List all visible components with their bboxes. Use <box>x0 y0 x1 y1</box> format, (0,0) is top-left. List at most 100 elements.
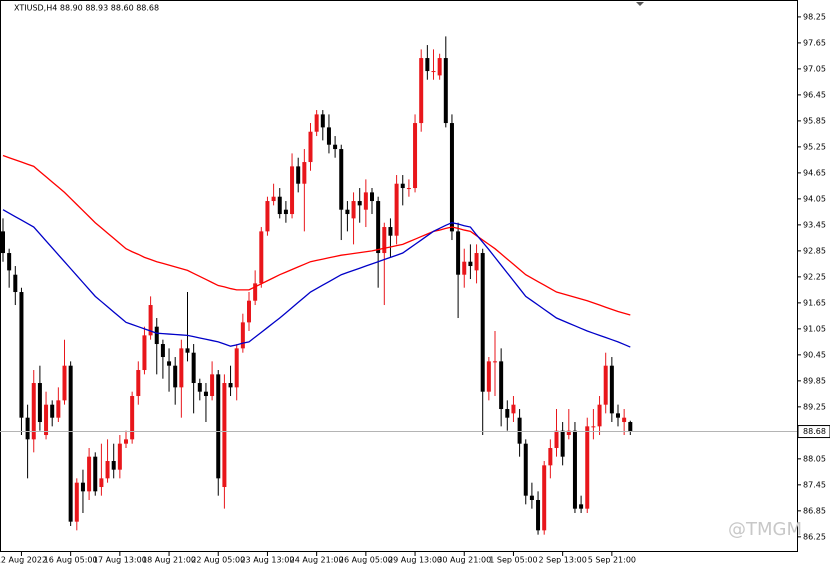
x-tick-label: 29 Aug 13:00 <box>388 556 442 565</box>
candle-body <box>579 504 584 509</box>
candle-body <box>480 253 485 392</box>
candle-body <box>529 495 534 501</box>
candle-body <box>548 448 553 466</box>
candle-body <box>228 383 233 388</box>
candle-body <box>44 404 49 436</box>
candle-body <box>493 361 497 363</box>
candle-body <box>382 227 387 254</box>
candle-body <box>308 131 313 163</box>
candle-body <box>591 426 596 428</box>
y-tick-label: 88.05 <box>803 454 826 463</box>
x-tick-label: 16 Aug 05:00 <box>44 556 98 565</box>
candle-body <box>117 443 122 470</box>
candle-body <box>191 352 196 384</box>
x-tick-label: 26 Aug 05:00 <box>339 556 393 565</box>
candle-body <box>474 253 479 271</box>
candle-body <box>283 209 288 215</box>
candle-body <box>99 478 104 488</box>
candle-body <box>413 123 418 189</box>
candle-body <box>388 227 393 236</box>
candle-body <box>296 166 301 184</box>
y-tick-label: 94.05 <box>803 194 826 203</box>
candle-body <box>406 188 411 190</box>
candle-body <box>210 374 215 397</box>
candle-body <box>222 383 227 488</box>
candle-body <box>609 365 614 414</box>
candle-body <box>314 114 319 132</box>
candle-body <box>93 456 98 492</box>
candle-body <box>566 430 571 436</box>
candle-body <box>136 370 141 397</box>
candle-body <box>247 300 251 323</box>
shift-marker <box>636 2 644 6</box>
y-tick-label: 91.05 <box>803 324 826 333</box>
candle-body <box>68 365 73 522</box>
candle-body <box>130 396 135 440</box>
x-tick-label: 2 Sep 13:00 <box>538 556 586 565</box>
candle-body <box>259 231 264 284</box>
moving-average <box>2 209 631 348</box>
candle-body <box>431 71 436 73</box>
price-tag <box>797 425 830 439</box>
candle-body <box>511 404 516 414</box>
y-tick-label: 95.85 <box>803 116 826 125</box>
candle-body <box>326 127 331 145</box>
candle-body <box>345 209 350 215</box>
candle-body <box>234 348 239 388</box>
chart-title: XTIUSD,H4 88.90 88.93 88.60 88.68 <box>14 4 159 13</box>
candle-body <box>449 123 454 232</box>
candle-body <box>486 361 491 392</box>
x-tick-label: 17 Aug 13:00 <box>93 556 147 565</box>
candle-body <box>142 335 147 371</box>
candle-body <box>542 465 547 531</box>
candle-body <box>419 58 424 124</box>
y-tick-label: 97.65 <box>803 38 826 47</box>
candle-body <box>425 58 430 72</box>
candle-body <box>603 365 608 405</box>
candle-body <box>80 482 85 492</box>
y-tick-label: 89.85 <box>803 376 826 385</box>
candle-body <box>363 192 368 210</box>
candle-body <box>597 404 602 427</box>
candle-body <box>7 253 12 271</box>
candle-body <box>277 196 282 215</box>
candle-body <box>523 443 528 496</box>
y-tick-label: 90.45 <box>803 350 826 359</box>
candle-body <box>87 456 92 492</box>
candle-body <box>560 430 565 457</box>
y-tick-label: 97.05 <box>803 64 826 73</box>
candle-body <box>203 391 208 397</box>
candle-body <box>376 201 381 254</box>
candle-body <box>536 500 541 531</box>
candle-body <box>628 422 633 432</box>
candle-body <box>370 192 374 202</box>
y-tick-label: 87.45 <box>803 480 826 489</box>
y-tick-label: 91.65 <box>803 298 826 307</box>
candle-body <box>1 231 5 254</box>
candle-body <box>124 439 128 444</box>
candle-body <box>572 430 577 509</box>
y-tick-label: 92.85 <box>803 246 826 255</box>
y-tick-label: 92.25 <box>803 272 826 281</box>
candle-body <box>616 413 620 418</box>
x-tick-label: 23 Aug 13:00 <box>240 556 294 565</box>
candle-body <box>339 149 344 210</box>
candle-body <box>253 283 258 301</box>
candle-body <box>148 305 153 336</box>
candle-body <box>443 58 448 124</box>
y-tick-label: 86.85 <box>803 506 826 515</box>
candle-body <box>105 461 110 479</box>
candle-body <box>456 231 461 275</box>
y-tick-label: 95.25 <box>803 142 826 151</box>
x-tick-label: 24 Aug 21:00 <box>290 556 344 565</box>
candle-body <box>437 58 442 76</box>
candle-body <box>462 261 467 275</box>
y-tick-label: 94.65 <box>803 168 826 177</box>
candle-body <box>179 348 184 388</box>
x-tick-label: 1 Sep 05:00 <box>489 556 537 565</box>
candle-body <box>31 383 36 440</box>
candle-body <box>400 183 405 189</box>
x-tick-label: 22 Aug 05:00 <box>191 556 245 565</box>
candle-body <box>240 322 245 349</box>
